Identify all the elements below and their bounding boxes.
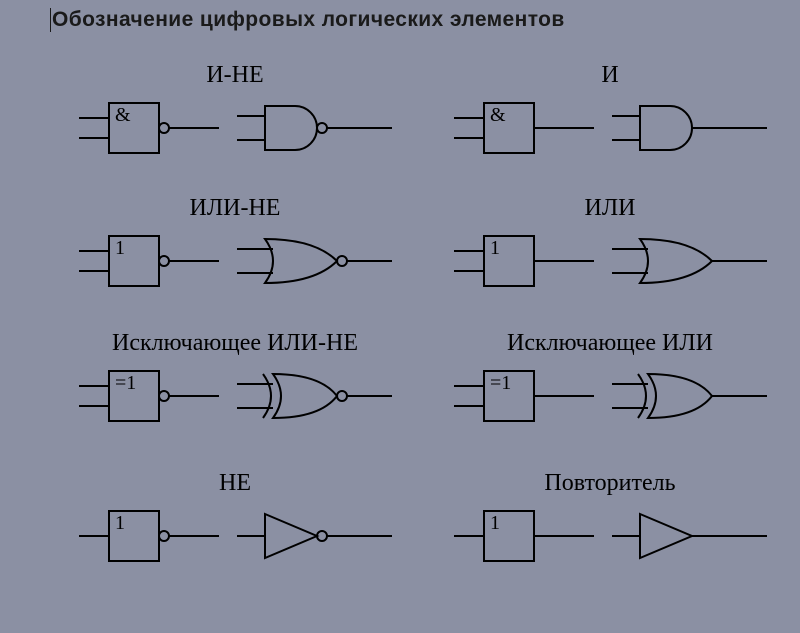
- gate-symbols-not: 1: [55, 501, 415, 571]
- row-2-right: Исключающее ИЛИ =1: [430, 330, 790, 431]
- svg-text:=1: =1: [490, 372, 511, 394]
- gate-label-nor: ИЛИ-НЕ: [55, 195, 415, 222]
- iec-symbol-or: 1: [454, 226, 594, 296]
- gate-symbols-xor: =1: [430, 361, 790, 431]
- svg-text:=1: =1: [115, 372, 136, 394]
- ansi-symbol-buf: [612, 501, 767, 571]
- ansi-symbol-or: [612, 226, 767, 296]
- gate-xor: Исключающее ИЛИ =1: [430, 330, 790, 431]
- ansi-symbol-and: [612, 93, 767, 163]
- iec-symbol-nor: 1: [79, 226, 219, 296]
- row-3-left: НЕ 1: [55, 470, 415, 571]
- row-2-left: Исключающее ИЛИ-НЕ =1: [55, 330, 415, 431]
- svg-text:1: 1: [490, 512, 500, 534]
- gate-label-nand: И-НЕ: [55, 62, 415, 89]
- gate-symbols-buf: 1: [430, 501, 790, 571]
- svg-text:&: &: [490, 104, 506, 126]
- gate-symbols-or: 1: [430, 226, 790, 296]
- ansi-symbol-xor: [612, 361, 767, 431]
- gate-xnor: Исключающее ИЛИ-НЕ =1: [55, 330, 415, 431]
- iec-symbol-not: 1: [79, 501, 219, 571]
- gate-label-xor: Исключающее ИЛИ: [430, 330, 790, 357]
- gate-or: ИЛИ 1: [430, 195, 790, 296]
- svg-text:1: 1: [490, 237, 500, 259]
- svg-text:&: &: [115, 104, 131, 126]
- gate-buf: Повторитель 1: [430, 470, 790, 571]
- iec-symbol-xor: =1: [454, 361, 594, 431]
- gate-and: И &: [430, 62, 790, 163]
- page-title: Обозначение цифровых логических элементо…: [52, 8, 565, 32]
- gate-symbols-and: &: [430, 93, 790, 163]
- ansi-symbol-nand: [237, 93, 392, 163]
- row-0-right: И &: [430, 62, 790, 163]
- gate-label-and: И: [430, 62, 790, 89]
- iec-symbol-and: &: [454, 93, 594, 163]
- iec-symbol-nand: &: [79, 93, 219, 163]
- svg-text:1: 1: [115, 237, 125, 259]
- gate-label-xnor: Исключающее ИЛИ-НЕ: [55, 330, 415, 357]
- iec-symbol-xnor: =1: [79, 361, 219, 431]
- ansi-symbol-nor: [237, 226, 392, 296]
- row-0-left: И-НЕ &: [55, 62, 415, 163]
- row-1-left: ИЛИ-НЕ 1: [55, 195, 415, 296]
- iec-symbol-buf: 1: [454, 501, 594, 571]
- svg-text:1: 1: [115, 512, 125, 534]
- gate-symbols-xnor: =1: [55, 361, 415, 431]
- gate-not: НЕ 1: [55, 470, 415, 571]
- ansi-symbol-not: [237, 501, 392, 571]
- gate-label-buf: Повторитель: [430, 470, 790, 497]
- ansi-symbol-xnor: [237, 361, 392, 431]
- row-3-right: Повторитель 1: [430, 470, 790, 571]
- gate-label-or: ИЛИ: [430, 195, 790, 222]
- gate-nand: И-НЕ &: [55, 62, 415, 163]
- gate-nor: ИЛИ-НЕ 1: [55, 195, 415, 296]
- row-1-right: ИЛИ 1: [430, 195, 790, 296]
- gate-label-not: НЕ: [55, 470, 415, 497]
- gate-symbols-nand: &: [55, 93, 415, 163]
- gate-symbols-nor: 1: [55, 226, 415, 296]
